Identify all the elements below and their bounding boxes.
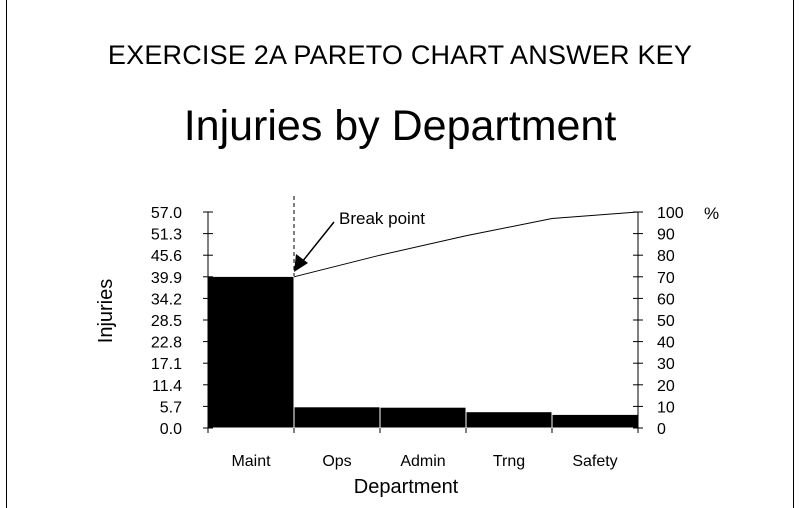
y-tick-label: 28.5 (151, 313, 182, 330)
x-tick-label-admin: Admin (400, 453, 445, 470)
y-tick-label: 51.3 (151, 227, 182, 244)
y-tick-label: 0.0 (160, 421, 182, 438)
break-point-label: Break point (339, 209, 425, 228)
bar-admin (379, 406, 467, 429)
x-axis-label: Department (354, 476, 459, 498)
y-tick-label: 34.2 (151, 291, 182, 308)
x-tick-label-maint: Maint (231, 453, 271, 470)
bar-maint (207, 275, 295, 429)
x-tick-label-trng: Trng (493, 453, 525, 470)
x-tick-label-ops: Ops (322, 453, 351, 470)
y2-tick-label: 20 (657, 378, 675, 395)
break-point-arrow-shaft (301, 221, 335, 263)
chart-title: Injuries by Department (183, 102, 617, 150)
x-tick-label-safety: Safety (572, 453, 617, 470)
y2-tick-label: 30 (657, 356, 675, 373)
y2-tick-label: 0 (657, 421, 666, 438)
bar-trng (465, 411, 553, 429)
y2-tick-label: 70 (657, 270, 675, 287)
y-tick-label: 22.8 (151, 335, 182, 352)
y2-tick-label: 80 (657, 248, 675, 265)
labels-group: 0.0 5.7 11.4 17.1 22.8 28.5 34.2 39.9 45.6 51.3 57… (151, 205, 684, 470)
bar-ops (293, 406, 381, 429)
y-tick-label: 39.9 (151, 270, 182, 287)
y-tick-label: 5.7 (160, 399, 182, 416)
y-tick-label: 17.1 (151, 356, 182, 373)
cumulative-percent-line (293, 211, 639, 278)
y2-tick-label: 50 (657, 313, 675, 330)
axes-group (203, 211, 643, 433)
bar-safety (551, 413, 639, 429)
y2-tick-label: 10 (657, 399, 675, 416)
y2-tick-label: 60 (657, 291, 675, 308)
y2-tick-label: 40 (657, 335, 675, 352)
y2-tick-label: 90 (657, 227, 675, 244)
y2-tick-label: 100 (657, 205, 684, 222)
y2-unit-label: % (704, 204, 719, 223)
y-tick-label: 57.0 (151, 205, 182, 222)
y-tick-label: 45.6 (151, 248, 182, 265)
bars-group (207, 275, 639, 429)
exercise-heading: EXERCISE 2A PARETO CHART ANSWER KEY (107, 40, 693, 70)
break-point-arrowhead (294, 254, 308, 272)
y-axis-label: Injuries (95, 279, 117, 343)
y-tick-label: 11.4 (152, 378, 182, 395)
